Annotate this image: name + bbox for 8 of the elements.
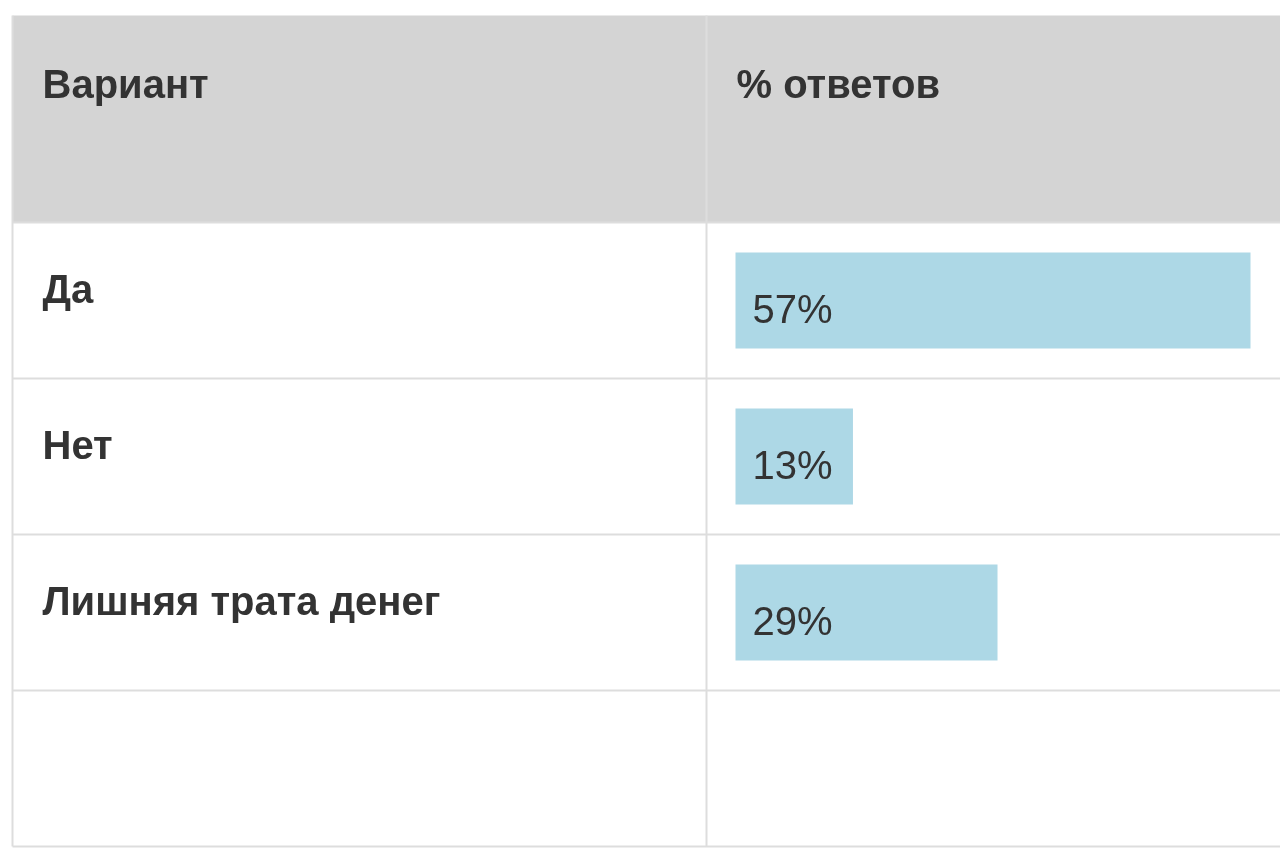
data-label: 13%: [752, 442, 833, 487]
y-tick-label: Нет: [42, 422, 113, 467]
y-tick-label: Лишняя трата денег: [42, 578, 441, 623]
data-label: 29%: [752, 598, 833, 643]
x-axis-title: % ответов: [736, 61, 941, 106]
data-label: 57%: [752, 286, 833, 331]
y-tick-label: Да: [42, 266, 94, 311]
y-axis-title: Вариант: [42, 61, 209, 106]
